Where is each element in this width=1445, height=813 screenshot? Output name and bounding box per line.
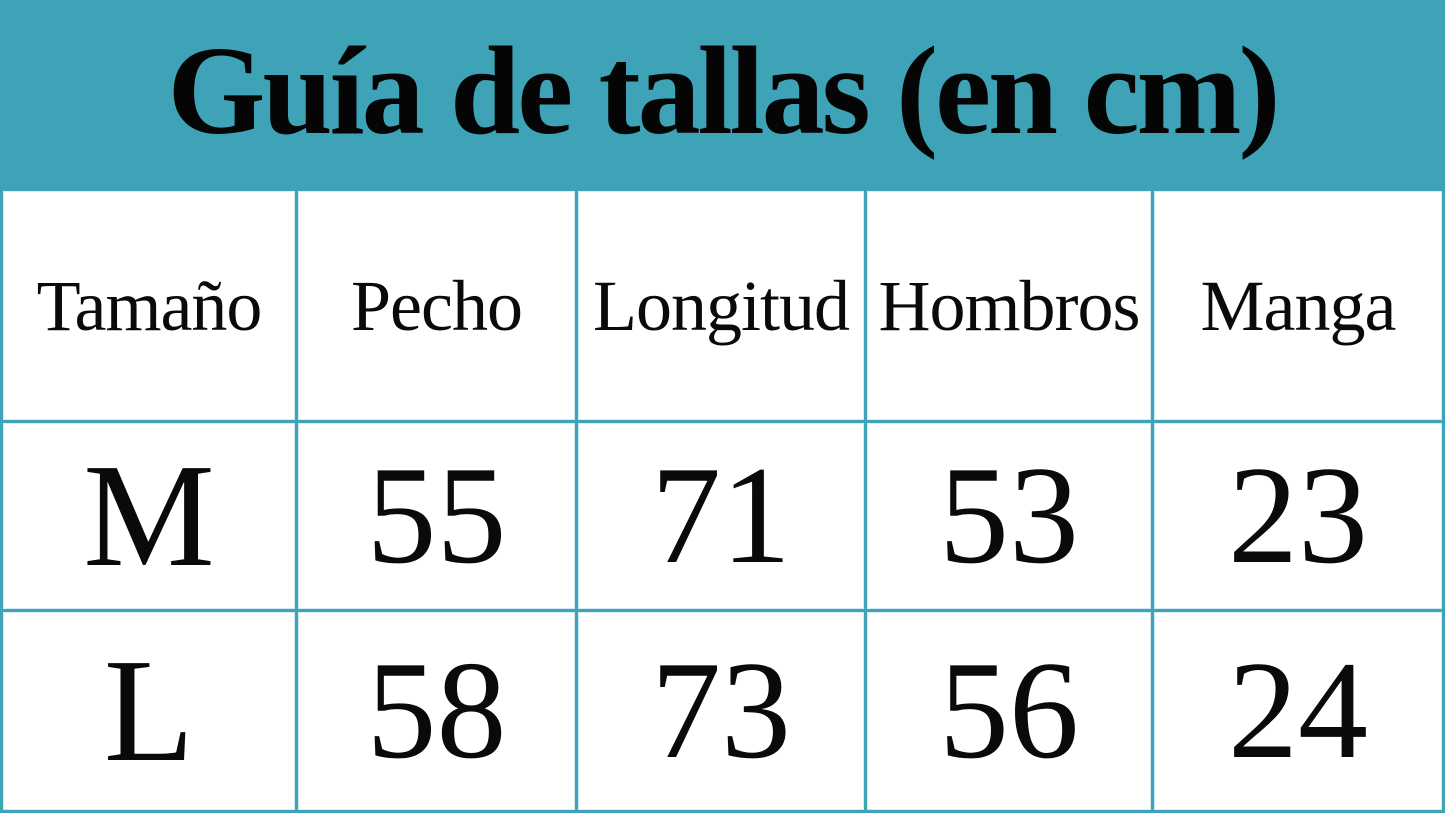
column-header-hombros: Hombros (867, 191, 1151, 420)
measurement-cell-m-manga: 23 (1154, 423, 1442, 609)
measurement-cell-l-pecho: 58 (298, 612, 575, 810)
column-header-pecho: Pecho (298, 191, 575, 420)
page-title: Guía de tallas (en cm) (167, 21, 1281, 161)
column-header-longitud: Longitud (578, 191, 864, 420)
column-header-manga: Manga (1154, 191, 1442, 420)
measurement-cell-m-hombros: 53 (867, 423, 1151, 609)
size-chart-table: Tamaño Pecho Longitud Hombros Manga M 55… (0, 191, 1445, 813)
measurement-cell-l-longitud: 73 (578, 612, 864, 810)
size-cell-l: L (3, 612, 295, 810)
measurement-cell-l-manga: 24 (1154, 612, 1442, 810)
column-header-tamano: Tamaño (3, 191, 295, 420)
measurement-cell-m-longitud: 71 (578, 423, 864, 609)
measurement-cell-l-hombros: 56 (867, 612, 1151, 810)
size-cell-m: M (3, 423, 295, 609)
measurement-cell-m-pecho: 55 (298, 423, 575, 609)
title-banner: Guía de tallas (en cm) (0, 0, 1445, 191)
